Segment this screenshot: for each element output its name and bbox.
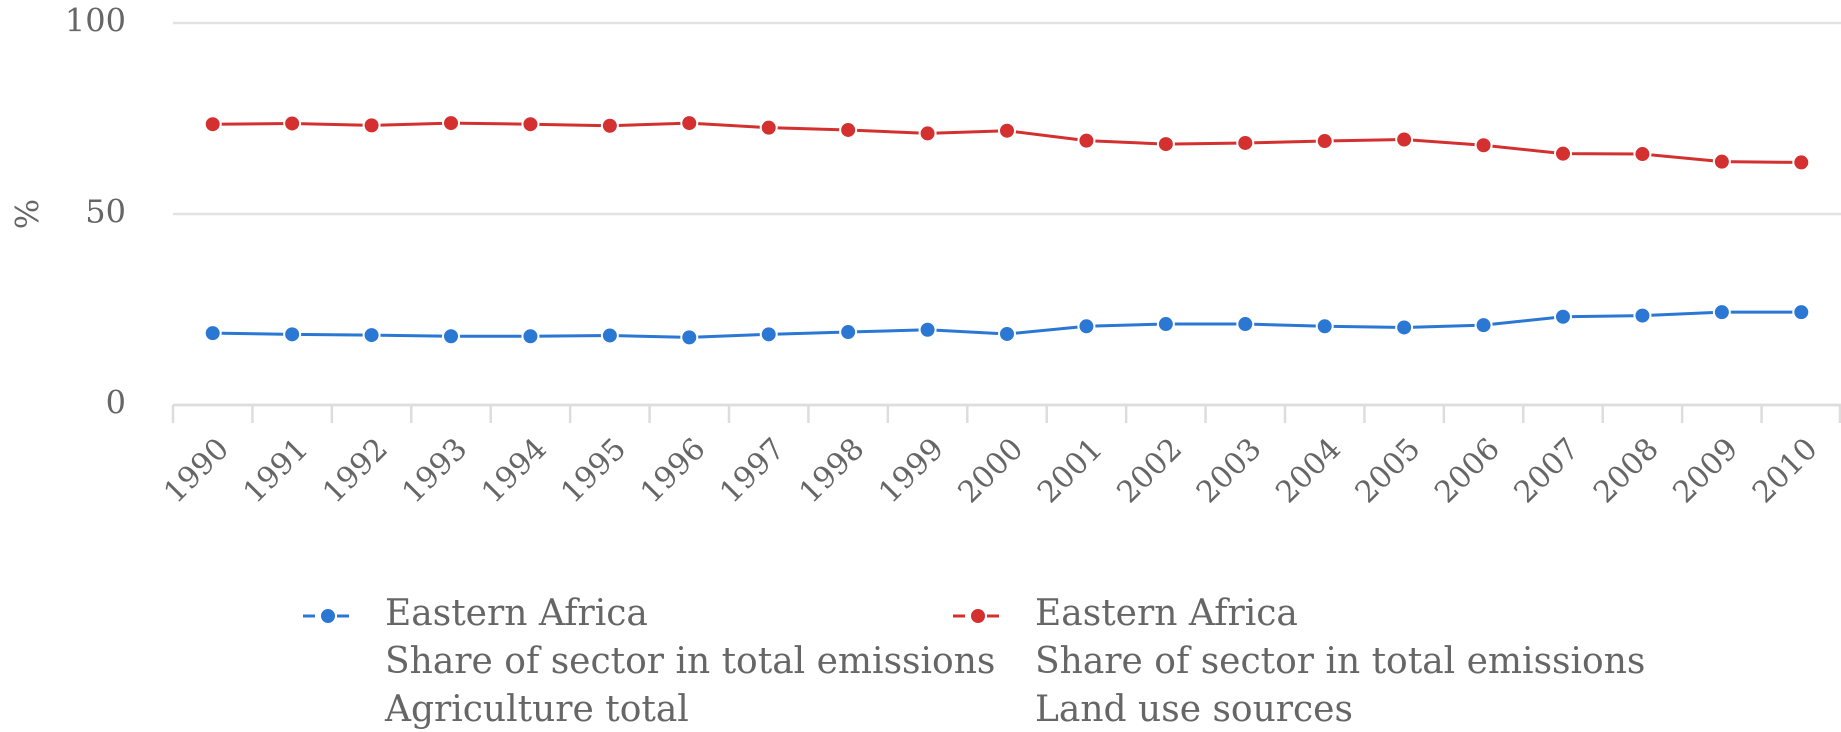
data-point — [283, 325, 302, 344]
legend-label: Share of sector in total emissions — [385, 641, 995, 682]
x-tick-label: 2010 — [1746, 432, 1825, 511]
data-point — [918, 320, 937, 339]
x-tick-label: 2000 — [952, 432, 1031, 511]
data-point — [1792, 153, 1811, 172]
data-point — [918, 124, 937, 143]
data-point — [600, 116, 619, 135]
x-tick-label: 1997 — [713, 432, 792, 511]
x-tick-label: 2005 — [1349, 432, 1428, 511]
data-point — [1315, 317, 1334, 336]
data-point — [1792, 303, 1811, 322]
data-point — [759, 118, 778, 137]
legend-label: Eastern Africa — [1035, 593, 1298, 634]
data-point — [1156, 315, 1175, 334]
data-point — [680, 328, 699, 347]
y-tick-label: 50 — [85, 193, 126, 231]
x-tick-label: 1991 — [237, 432, 316, 511]
y-tick-label: 100 — [65, 2, 126, 40]
x-tick-label: 1990 — [157, 432, 236, 511]
x-tick-label: 2007 — [1508, 432, 1587, 511]
data-point — [1633, 145, 1652, 164]
data-point — [1395, 318, 1414, 337]
data-point — [600, 326, 619, 345]
data-point — [521, 115, 540, 134]
y-axis-label: % — [9, 199, 47, 229]
data-point — [442, 327, 460, 346]
data-point — [1712, 152, 1731, 171]
data-point — [998, 121, 1016, 140]
data-point — [1474, 136, 1493, 155]
data-point — [1315, 132, 1334, 151]
data-point — [680, 114, 699, 133]
data-point — [1554, 307, 1572, 326]
x-tick-label: 1999 — [872, 432, 951, 511]
legend-swatch-marker — [319, 607, 337, 625]
legend-swatch-marker — [969, 607, 987, 625]
data-point — [1633, 306, 1652, 325]
data-point — [362, 116, 381, 135]
data-point — [1236, 133, 1255, 152]
data-point — [203, 324, 222, 343]
x-tick-label: 1992 — [316, 432, 395, 511]
x-tick-label: 1993 — [396, 432, 475, 511]
x-tick-label: 1994 — [475, 432, 554, 511]
data-point — [362, 326, 381, 345]
data-point — [1156, 135, 1175, 154]
data-point — [1554, 144, 1572, 163]
data-point — [759, 325, 778, 344]
data-point — [1077, 131, 1096, 150]
data-point — [521, 327, 540, 346]
data-point — [839, 323, 858, 342]
x-tick-label: 2006 — [1428, 432, 1507, 511]
data-point — [1474, 316, 1493, 335]
legend-label: Agriculture total — [384, 689, 689, 730]
x-tick-label: 2004 — [1269, 432, 1348, 511]
x-tick-label: 2001 — [1031, 432, 1110, 511]
data-point — [839, 120, 858, 139]
x-tick-label: 1995 — [554, 432, 633, 511]
data-point — [1236, 315, 1255, 334]
legend-label: Share of sector in total emissions — [1035, 641, 1645, 682]
data-point — [1395, 130, 1414, 149]
y-tick-label: 0 — [106, 384, 126, 422]
x-tick-label: 1996 — [634, 432, 713, 511]
x-tick-label: 2009 — [1666, 432, 1745, 511]
data-point — [203, 115, 222, 134]
x-tick-label: 1998 — [793, 432, 872, 511]
data-point — [998, 324, 1016, 343]
data-point — [1712, 303, 1731, 322]
legend-label: Eastern Africa — [385, 593, 648, 634]
legend-label: Land use sources — [1035, 689, 1353, 730]
x-tick-label: 2002 — [1110, 432, 1189, 511]
data-point — [283, 114, 302, 133]
x-tick-label: 2003 — [1190, 432, 1269, 511]
data-point — [1077, 317, 1096, 336]
data-point — [442, 114, 460, 133]
x-tick-label: 2008 — [1587, 432, 1666, 511]
